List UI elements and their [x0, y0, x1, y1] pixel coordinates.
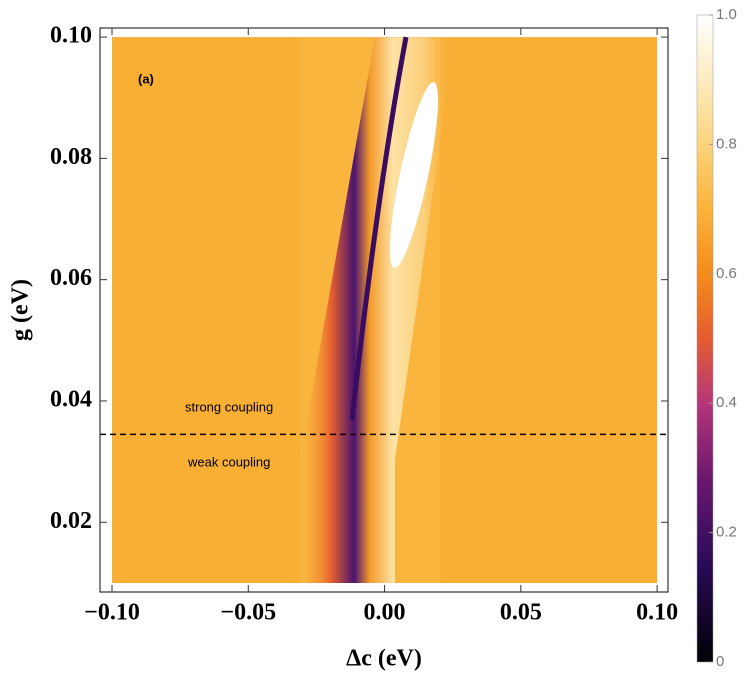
plot-frame	[99, 27, 669, 593]
y-tick-label: 0.02	[50, 508, 92, 534]
colorbar-tick-label: 0.4	[716, 394, 737, 411]
x-tick-label: 0.10	[636, 600, 678, 626]
bright-spot	[389, 82, 439, 268]
y-tick-label: 0.08	[50, 144, 92, 170]
colorbar-tick-label: 0	[716, 653, 724, 670]
x-tick-label: 0.05	[500, 600, 542, 626]
colorbar-tick-label: 0.2	[716, 524, 737, 541]
x-tick-label: −0.05	[220, 600, 276, 626]
colorbar-tick-label: 0.8	[716, 135, 737, 152]
y-tick-label: 0.04	[50, 386, 92, 412]
y-axis-label: g (eV)	[8, 279, 34, 341]
x-tick-label: −0.10	[84, 600, 140, 626]
colorbar	[696, 14, 714, 663]
annotation: strong coupling	[185, 399, 273, 414]
colorbar-tick-label: 1.0	[716, 6, 737, 23]
y-tick-label: 0.10	[50, 23, 92, 49]
colorbar-tick-label: 0.6	[716, 265, 737, 282]
annotation: weak coupling	[187, 454, 270, 469]
y-tick-label: 0.06	[50, 265, 92, 291]
x-axis-label: Δc (eV)	[346, 646, 422, 672]
x-tick-label: 0.00	[364, 600, 406, 626]
dark-ridge	[349, 36, 409, 421]
panel-label: (a)	[138, 71, 154, 86]
